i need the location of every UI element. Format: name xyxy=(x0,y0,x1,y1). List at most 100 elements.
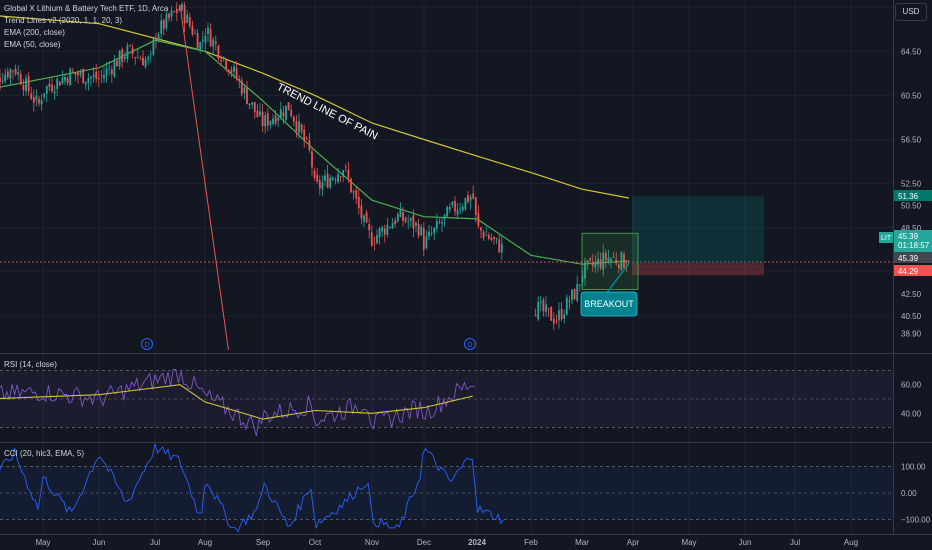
last-price-tag-2[interactable]: 45.39 xyxy=(894,252,932,263)
candle xyxy=(9,68,12,86)
candle xyxy=(30,86,33,101)
candle xyxy=(214,35,217,51)
candle xyxy=(209,23,212,47)
candle xyxy=(318,175,321,196)
time-tick-label: 2024 xyxy=(468,538,486,547)
candle xyxy=(586,260,589,270)
candle xyxy=(404,216,407,224)
candle-body xyxy=(69,68,72,86)
candle-body xyxy=(550,307,553,321)
candle xyxy=(246,80,248,105)
consolidation-box xyxy=(581,232,639,290)
candle-body xyxy=(568,300,571,303)
candle xyxy=(116,57,118,67)
currency-button[interactable]: USD xyxy=(895,3,927,21)
candle-body xyxy=(326,173,329,188)
candle xyxy=(350,177,352,194)
candle-body xyxy=(243,87,246,94)
candle-body xyxy=(40,99,43,105)
candle xyxy=(300,123,303,135)
price-tick-label: 42.50 xyxy=(901,290,922,299)
rsi-indicator-label[interactable]: RSI (14, close) xyxy=(4,360,57,369)
candle-body xyxy=(347,169,350,179)
candle-body xyxy=(612,257,615,258)
candle-body xyxy=(482,231,485,239)
candle-body xyxy=(261,111,264,127)
candle-body xyxy=(290,109,293,117)
candle xyxy=(560,302,563,322)
ema50-indicator-label[interactable]: EMA (50, close) xyxy=(4,40,61,49)
target-price-tag[interactable]: 51.36 xyxy=(894,190,932,201)
candle-body xyxy=(295,121,298,132)
candle xyxy=(334,177,337,185)
candle-body xyxy=(422,228,425,250)
symbol-title[interactable]: Global X Lithium & Battery Tech ETF, 1D,… xyxy=(4,4,169,13)
candle-body xyxy=(298,121,300,133)
candle-body xyxy=(313,170,316,179)
candle xyxy=(472,185,475,200)
candle-body xyxy=(168,13,170,19)
candle xyxy=(365,209,368,224)
candle xyxy=(324,169,326,186)
candle xyxy=(313,167,316,181)
candle xyxy=(230,66,233,78)
candle xyxy=(95,64,98,83)
candle-body xyxy=(266,113,269,126)
candle-body xyxy=(74,72,77,75)
candle-body xyxy=(82,68,85,84)
candle-body xyxy=(454,201,456,212)
candle xyxy=(282,105,285,125)
candle-body xyxy=(344,167,347,169)
rsi-pane[interactable] xyxy=(0,368,893,437)
candle-body xyxy=(498,239,501,253)
candle xyxy=(27,72,30,96)
candle-body xyxy=(474,197,477,215)
cci-indicator-label[interactable]: CCI (20, hlc3, EMA, 5) xyxy=(4,449,85,458)
candle-body xyxy=(84,81,87,85)
candle xyxy=(303,124,306,148)
candle xyxy=(394,217,397,228)
candle-body xyxy=(480,227,482,231)
candle xyxy=(1,72,4,84)
candle xyxy=(32,89,35,112)
symbol-price-tag: LIT xyxy=(879,232,893,243)
cci-line xyxy=(0,443,504,533)
candle-body xyxy=(238,79,241,81)
price-tick-label: 38.90 xyxy=(901,330,922,339)
candle xyxy=(615,251,618,266)
candle-body xyxy=(534,314,537,317)
time-tick-label: Aug xyxy=(844,538,858,547)
candlestick-series[interactable] xyxy=(0,0,628,330)
candle xyxy=(591,253,594,272)
candle xyxy=(417,218,420,239)
candle xyxy=(144,56,147,69)
candle xyxy=(368,218,371,239)
ema200-line xyxy=(0,15,630,199)
candle xyxy=(612,251,615,258)
stop-price-tag[interactable]: 44.29 xyxy=(894,265,932,276)
cci-tick-label: 100.00 xyxy=(901,462,926,471)
candle-body xyxy=(573,289,576,300)
candle-body xyxy=(355,190,358,199)
candle xyxy=(240,77,243,97)
candle xyxy=(399,202,402,218)
candle-body xyxy=(204,35,207,43)
candle xyxy=(227,69,230,76)
candle-body xyxy=(66,77,69,84)
candle-body xyxy=(45,86,48,94)
candle-body xyxy=(178,8,181,11)
symbol-tag-bg xyxy=(879,232,893,243)
trendlines-indicator-label[interactable]: Trend Lines v2 (2020, 1, 1, 20, 3) xyxy=(4,16,122,25)
candle xyxy=(279,101,282,120)
candle xyxy=(604,249,607,268)
time-tick-label: Nov xyxy=(365,538,379,547)
dividend-marker xyxy=(464,338,476,350)
candle xyxy=(261,103,264,133)
cci-pane[interactable] xyxy=(0,443,893,533)
candle-body xyxy=(456,209,459,215)
ema200-indicator-label[interactable]: EMA (200, close) xyxy=(4,28,65,37)
candle-body xyxy=(446,206,449,217)
